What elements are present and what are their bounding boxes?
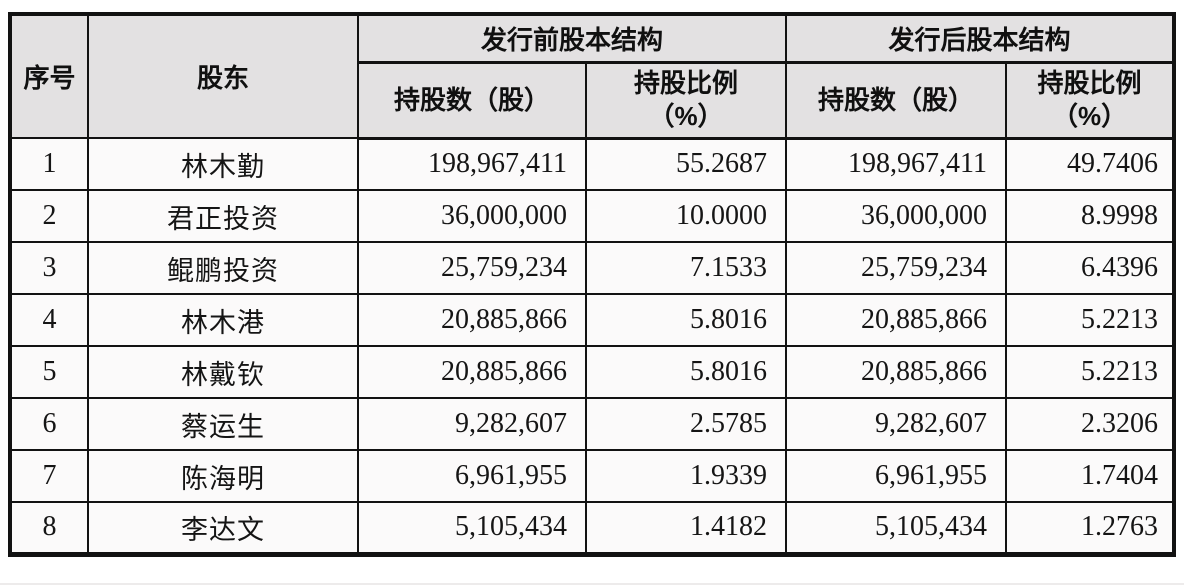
header-pre-issue-group: 发行前股本结构 <box>356 13 788 64</box>
table-row: 2 君正投资 36,000,000 10.0000 36,000,000 8.9… <box>9 189 1176 243</box>
post-ratio-cell: 8.9998 <box>1005 189 1176 243</box>
post-ratio-cell: 1.2763 <box>1005 501 1176 555</box>
header-sub-row: 持股数（股） 持股比例 （%） 持股数（股） 持股比例 （%） <box>10 61 1176 140</box>
table-body: 1 林木勤 198,967,411 55.2687 198,967,411 49… <box>9 137 1176 555</box>
seq-cell: 2 <box>9 189 89 243</box>
pre-ratio-cell: 7.1533 <box>584 241 788 295</box>
shareholding-table: 序号 股东 发行前股本结构 发行后股本结构 持股数（股） 持股比例 （%） 持股数… <box>8 12 1177 557</box>
pre-ratio-unit: （%） <box>648 101 724 131</box>
table-row: 5 林戴钦 20,885,866 5.8016 20,885,866 5.221… <box>9 345 1176 399</box>
pre-shares-cell: 5,105,434 <box>357 501 587 555</box>
table-header: 序号 股东 发行前股本结构 发行后股本结构 持股数（股） 持股比例 （%） 持股数… <box>9 13 1176 140</box>
post-shares-cell: 5,105,434 <box>785 501 1008 555</box>
seq-cell: 6 <box>9 397 89 451</box>
pre-ratio-cell: 2.5785 <box>584 397 788 451</box>
post-ratio-cell: 49.7406 <box>1005 137 1176 191</box>
post-ratio-cell: 2.3206 <box>1005 397 1176 451</box>
seq-cell: 4 <box>9 293 89 347</box>
pre-ratio-label: 持股比例 <box>634 68 739 98</box>
header-post-ratio: 持股比例 （%） <box>1005 61 1176 140</box>
post-shares-cell: 20,885,866 <box>785 345 1008 399</box>
post-shares-cell: 25,759,234 <box>785 241 1008 295</box>
pre-shares-cell: 198,967,411 <box>357 137 587 191</box>
post-ratio-cell: 6.4396 <box>1005 241 1176 295</box>
table-row: 7 陈海明 6,961,955 1.9339 6,961,955 1.7404 <box>9 449 1176 503</box>
table-row: 8 李达文 5,105,434 1.4182 5,105,434 1.2763 <box>9 501 1176 555</box>
pre-shares-cell: 9,282,607 <box>357 397 587 451</box>
table-row: 3 鲲鹏投资 25,759,234 7.1533 25,759,234 6.43… <box>9 241 1176 295</box>
post-shares-cell: 20,885,866 <box>785 293 1008 347</box>
shareholder-name-cell: 林戴钦 <box>87 345 359 399</box>
pre-shares-cell: 20,885,866 <box>357 293 587 347</box>
header-post-issue-group: 发行后股本结构 <box>785 13 1176 64</box>
shareholder-name-cell: 陈海明 <box>87 449 359 503</box>
post-ratio-label: 持股比例 <box>1037 68 1142 98</box>
post-shares-cell: 9,282,607 <box>785 397 1008 451</box>
shareholder-name-cell: 君正投资 <box>87 189 359 243</box>
pre-ratio-cell: 1.4182 <box>584 501 788 555</box>
shareholder-name-cell: 李达文 <box>87 501 359 555</box>
table-row: 4 林木港 20,885,866 5.8016 20,885,866 5.221… <box>9 293 1176 347</box>
post-shares-cell: 36,000,000 <box>785 189 1008 243</box>
post-ratio-cell: 1.7404 <box>1005 449 1176 503</box>
seq-cell: 7 <box>9 449 89 503</box>
table-row: 1 林木勤 198,967,411 55.2687 198,967,411 49… <box>9 137 1176 191</box>
seq-cell: 3 <box>9 241 89 295</box>
header-pre-ratio: 持股比例 （%） <box>584 61 788 140</box>
seq-cell: 8 <box>9 501 89 555</box>
shareholder-name-cell: 林木港 <box>87 293 359 347</box>
header-shareholder: 股东 <box>87 13 359 139</box>
header-post-shares: 持股数（股） <box>785 61 1008 140</box>
pre-ratio-cell: 1.9339 <box>584 449 788 503</box>
shareholder-name-cell: 鲲鹏投资 <box>87 241 359 295</box>
post-ratio-cell: 5.2213 <box>1005 293 1176 347</box>
post-ratio-cell: 5.2213 <box>1005 345 1176 399</box>
table-row: 6 蔡运生 9,282,607 2.5785 9,282,607 2.3206 <box>9 397 1176 451</box>
pre-ratio-cell: 5.8016 <box>584 293 788 347</box>
shareholder-name-cell: 蔡运生 <box>87 397 359 451</box>
pre-shares-cell: 36,000,000 <box>357 189 587 243</box>
post-ratio-unit: （%） <box>1051 101 1128 131</box>
pre-shares-cell: 25,759,234 <box>357 241 587 295</box>
pre-ratio-cell: 10.0000 <box>584 189 788 243</box>
seq-cell: 5 <box>9 345 89 399</box>
page-bottom-divider <box>0 583 1184 585</box>
header-group-row: 序号 股东 发行前股本结构 发行后股本结构 <box>9 13 1176 139</box>
seq-cell: 1 <box>9 137 89 191</box>
pre-shares-cell: 6,961,955 <box>357 449 587 503</box>
pre-ratio-cell: 5.8016 <box>584 345 788 399</box>
post-shares-cell: 6,961,955 <box>785 449 1008 503</box>
pre-shares-cell: 20,885,866 <box>357 345 587 399</box>
header-pre-shares: 持股数（股） <box>357 61 587 140</box>
header-seq: 序号 <box>9 13 89 139</box>
pre-ratio-cell: 55.2687 <box>584 137 788 191</box>
shareholder-name-cell: 林木勤 <box>87 137 359 191</box>
post-shares-cell: 198,967,411 <box>785 137 1008 191</box>
